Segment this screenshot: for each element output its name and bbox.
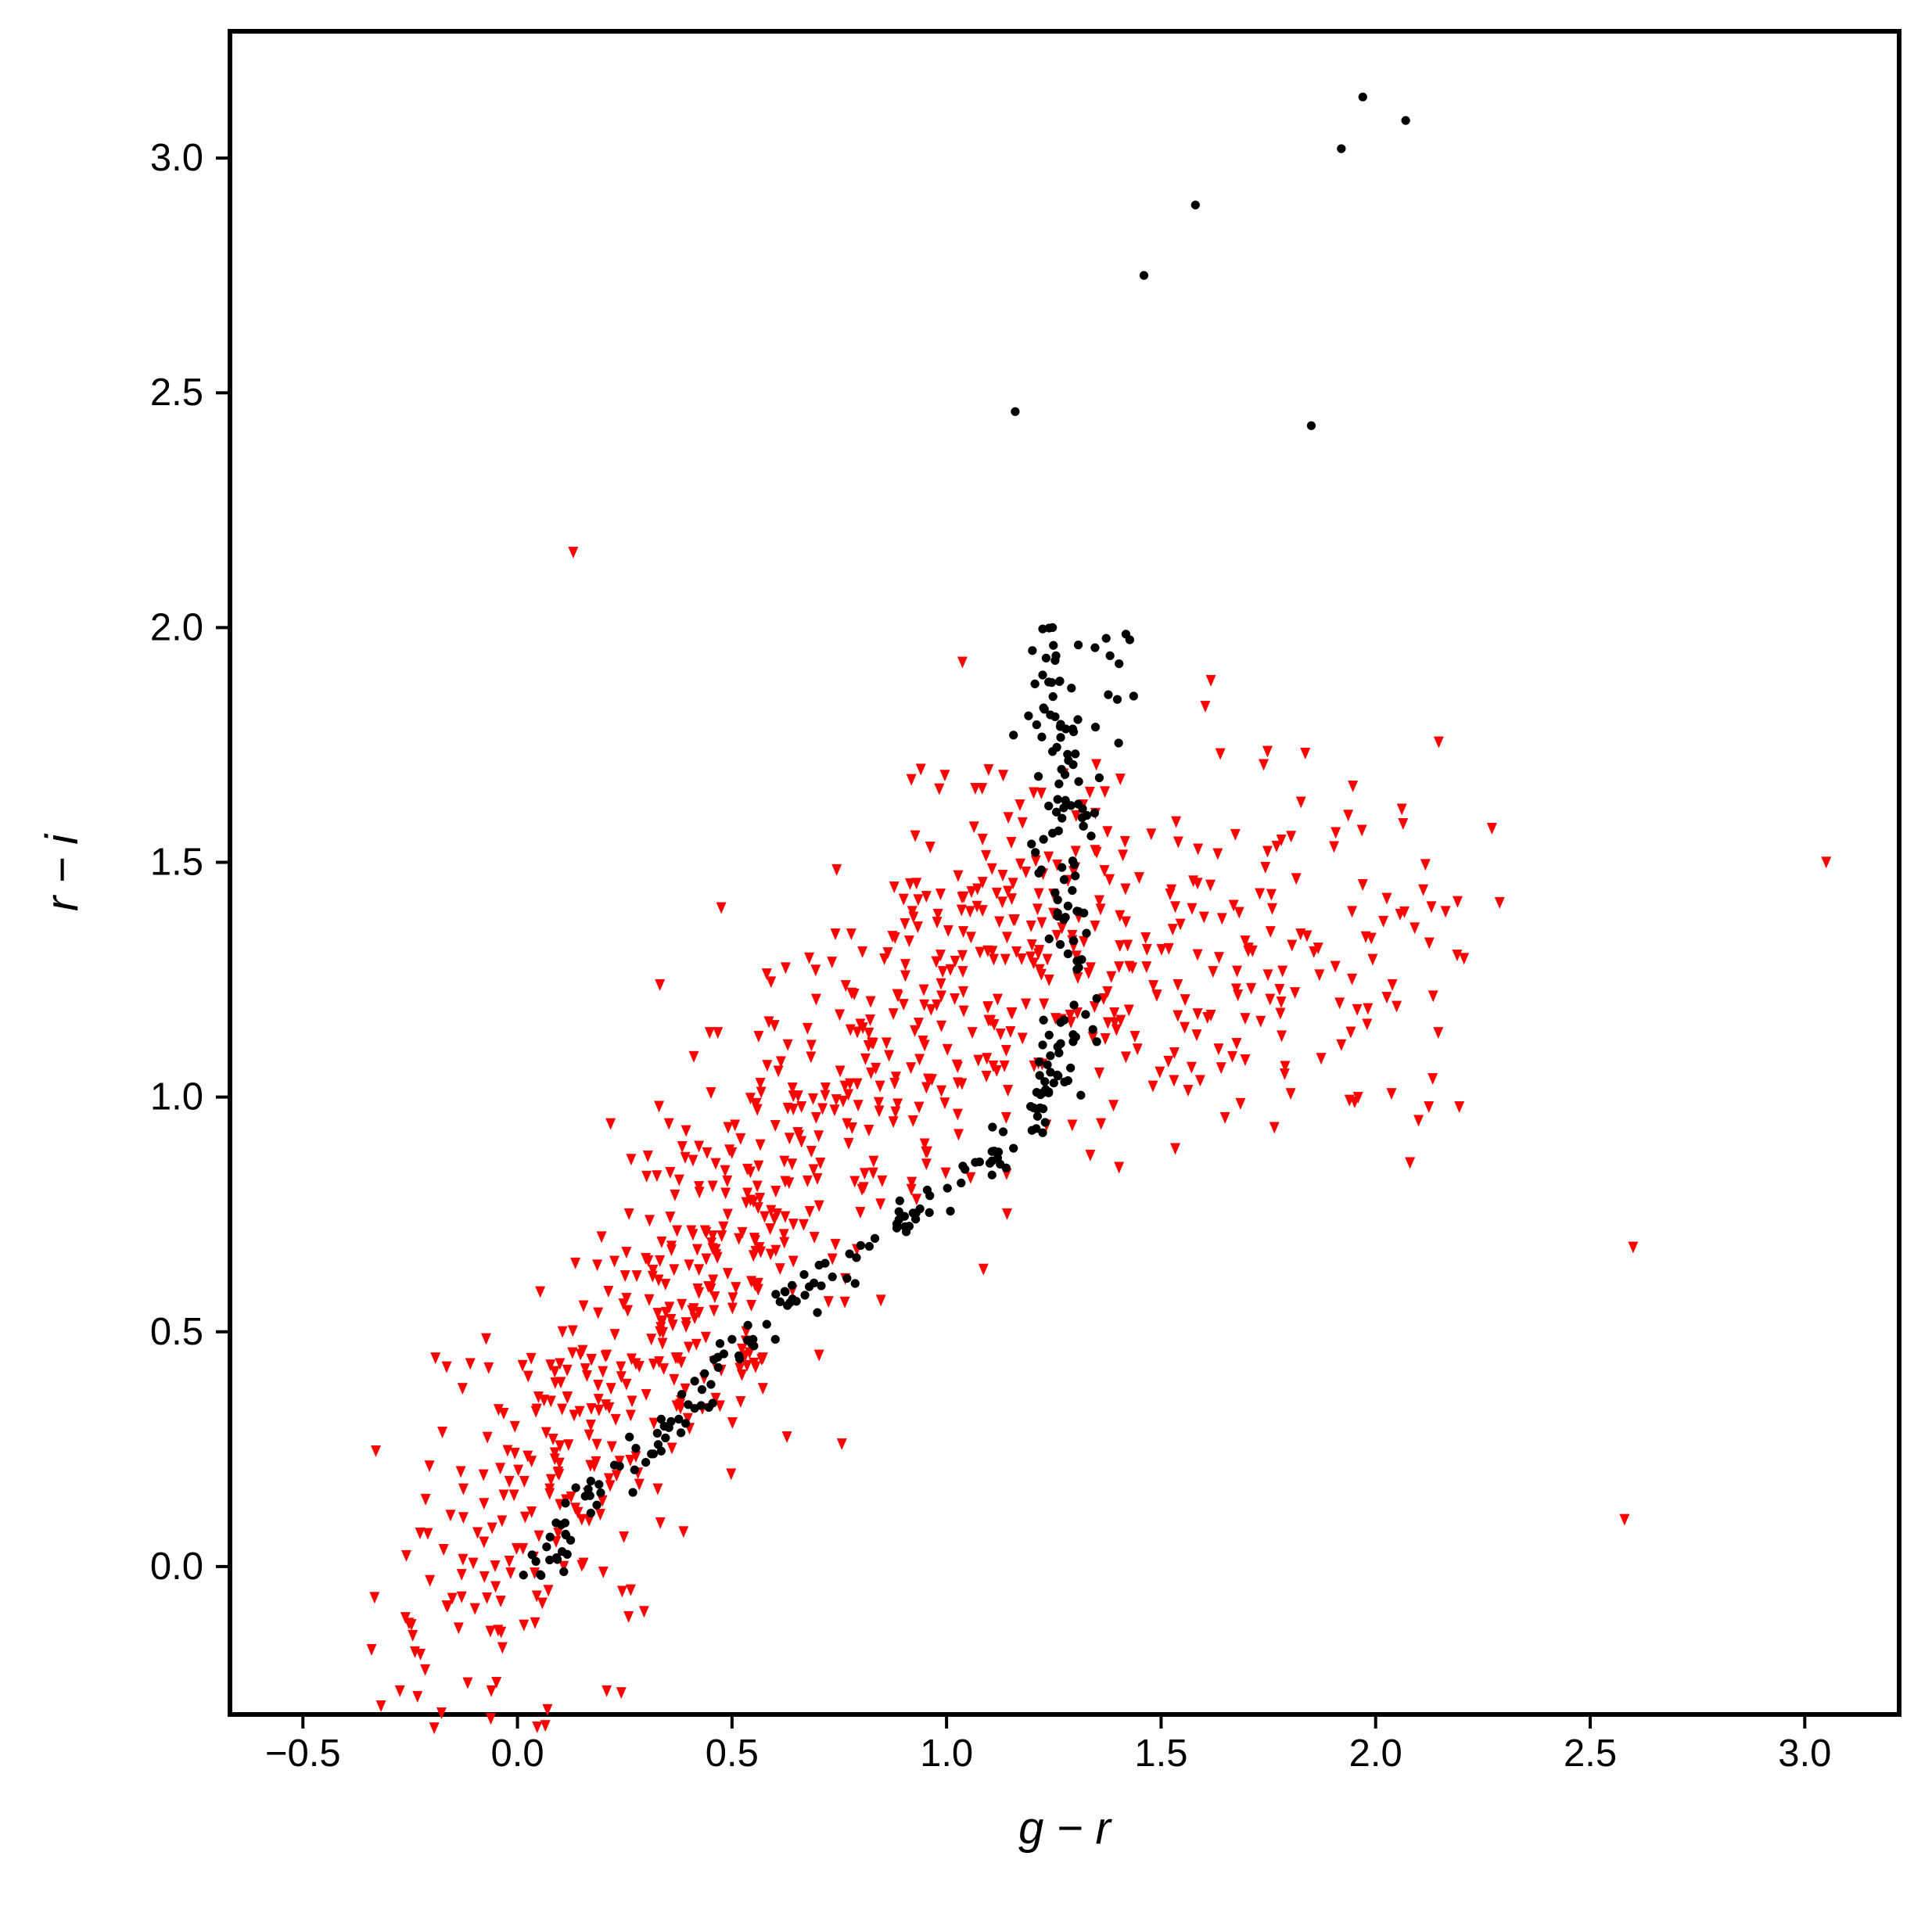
svg-text:1.0: 1.0 — [150, 1076, 203, 1118]
svg-text:0.5: 0.5 — [706, 1732, 759, 1775]
svg-text:2.5: 2.5 — [150, 372, 203, 414]
svg-text:−0.5: −0.5 — [265, 1732, 341, 1775]
svg-text:1.0: 1.0 — [920, 1732, 973, 1775]
svg-text:0.0: 0.0 — [150, 1546, 203, 1588]
svg-text:r − i: r − i — [37, 833, 88, 911]
svg-text:0.5: 0.5 — [150, 1311, 203, 1353]
svg-text:3.0: 3.0 — [1778, 1732, 1831, 1775]
svg-text:2.0: 2.0 — [150, 606, 203, 648]
svg-text:1.5: 1.5 — [150, 841, 203, 883]
svg-text:g − r: g − r — [1018, 1803, 1112, 1854]
svg-text:2.0: 2.0 — [1349, 1732, 1402, 1775]
svg-text:1.5: 1.5 — [1134, 1732, 1187, 1775]
svg-text:2.5: 2.5 — [1564, 1732, 1617, 1775]
svg-text:0.0: 0.0 — [490, 1732, 544, 1775]
svg-text:3.0: 3.0 — [150, 137, 203, 179]
